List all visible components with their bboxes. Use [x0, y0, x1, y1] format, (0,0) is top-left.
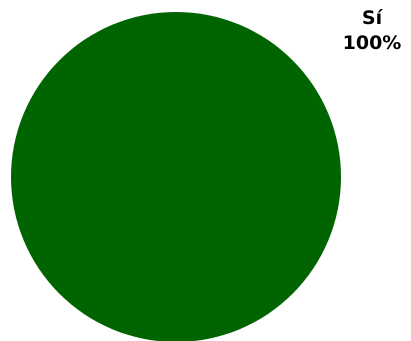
- pie-slice-0: [11, 12, 341, 341]
- slice-category-label: Sí: [361, 7, 383, 29]
- pie-slices: [11, 12, 341, 341]
- slice-label-si: Sí 100%: [332, 6, 411, 56]
- slice-percent-label: 100%: [342, 32, 402, 54]
